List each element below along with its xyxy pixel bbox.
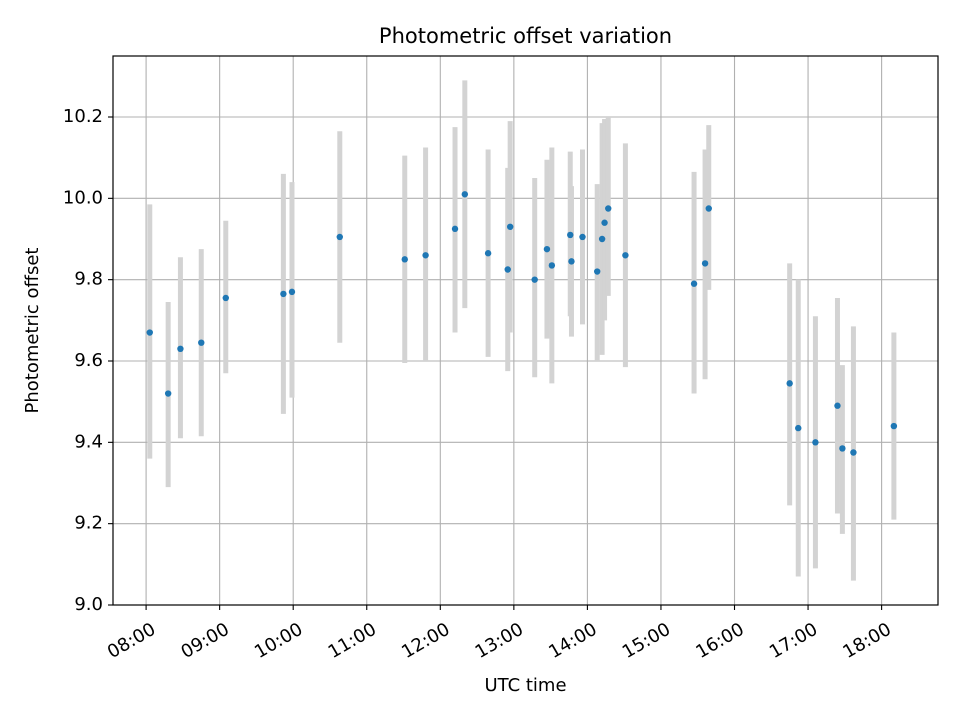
data-point	[548, 262, 556, 269]
data-point	[567, 231, 574, 239]
y-tick-label: 9.0	[74, 594, 103, 615]
x-tick-label: 11:00	[325, 619, 380, 663]
chart-title: Photometric offset variation	[379, 24, 672, 48]
data-point	[890, 422, 898, 430]
data-point	[422, 252, 429, 259]
data-point	[484, 250, 492, 257]
data-point	[164, 390, 172, 397]
x-tick-label: 08:00	[104, 619, 159, 663]
data-point	[568, 258, 575, 265]
data-point	[839, 445, 846, 452]
data-point	[690, 280, 698, 287]
data-point	[531, 276, 538, 283]
data-point	[504, 266, 511, 273]
error-bars	[147, 80, 897, 581]
data-point	[795, 424, 802, 432]
x-tick-label: 10:00	[251, 619, 306, 663]
data-point	[701, 260, 709, 267]
data-point	[543, 245, 551, 253]
data-point	[605, 205, 612, 212]
x-tick-label: 18:00	[839, 619, 894, 663]
y-axis-title: Photometric offset	[22, 248, 43, 414]
y-tick-label: 9.6	[74, 350, 103, 371]
data-point	[834, 402, 841, 409]
data-point	[812, 439, 819, 446]
data-point	[594, 268, 601, 275]
data-point	[451, 225, 459, 233]
x-tick-label: 13:00	[472, 619, 527, 663]
data-point	[177, 345, 184, 352]
x-tick-label: 14:00	[545, 619, 600, 663]
data-point	[598, 235, 606, 243]
data-point	[622, 252, 629, 259]
x-tick-label: 17:00	[766, 619, 821, 663]
data-point	[506, 223, 514, 230]
data-point	[198, 339, 205, 346]
data-point	[222, 294, 229, 302]
plot-frame	[112, 55, 939, 606]
data-point	[288, 288, 296, 296]
data-point	[461, 191, 469, 198]
data-point	[401, 256, 408, 263]
x-tick-label: 09:00	[177, 619, 232, 663]
y-tick-label: 9.8	[74, 269, 103, 290]
x-tick-label: 16:00	[692, 619, 747, 663]
y-tick-label: 10.2	[63, 106, 103, 127]
data-point	[336, 233, 343, 241]
y-axis-ticks: 9.0 9.2 9.4 9.6 9.8 10.0 10.2	[63, 106, 113, 615]
x-tick-label: 15:00	[619, 619, 674, 663]
data-point	[786, 380, 793, 387]
x-axis-title: UTC time	[484, 675, 566, 696]
y-tick-label: 9.2	[74, 513, 103, 534]
data-point	[601, 219, 608, 226]
data-points	[146, 191, 898, 456]
x-axis-ticks: 08:00 09:00 10:00 11:00 12:00 13:00 14:00 15:00…	[104, 605, 895, 663]
data-point	[280, 290, 287, 298]
y-tick-label: 9.4	[74, 431, 103, 452]
data-point	[850, 449, 857, 456]
x-tick-label: 12:00	[398, 619, 453, 663]
data-point	[705, 205, 712, 212]
data-point	[146, 329, 153, 336]
data-point	[579, 233, 586, 241]
y-tick-label: 10.0	[63, 187, 103, 208]
